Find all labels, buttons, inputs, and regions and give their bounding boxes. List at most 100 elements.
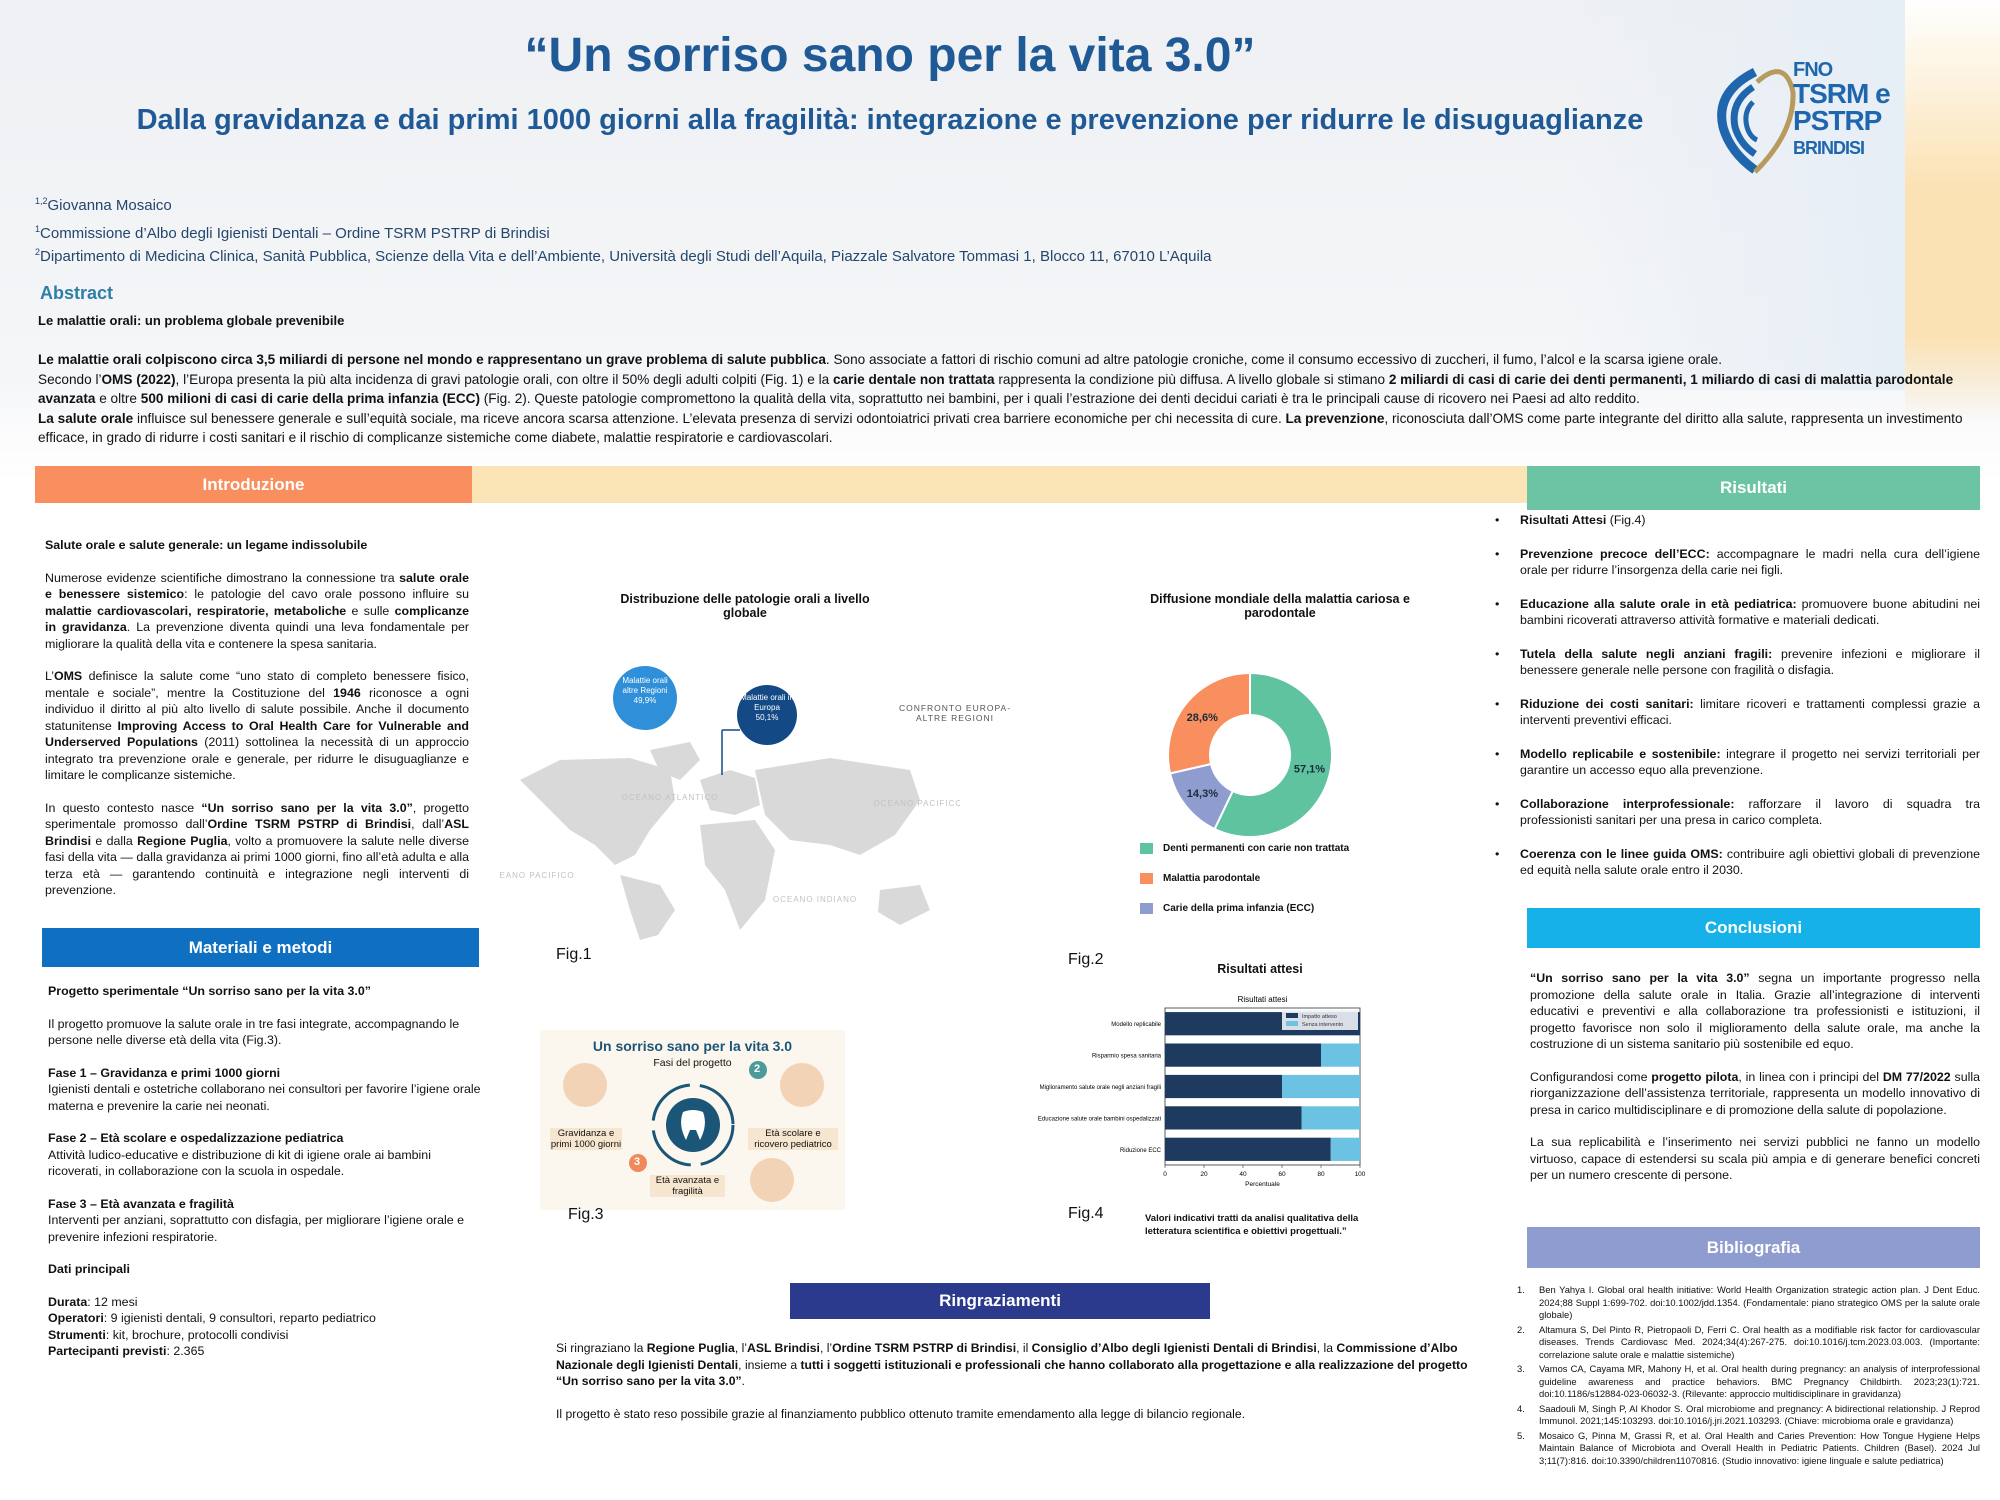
bar-segment (1165, 1043, 1321, 1067)
category-label: Risparmio spesa sanitaria (1092, 1054, 1162, 1060)
methods-section: Progetto sperimentale “Un sorriso sano p… (48, 983, 482, 1360)
bubble-other-regions (613, 666, 677, 730)
map-annotation: CONFRONTO EUROPA-ALTRE REGIONI (898, 703, 1012, 723)
conclusions-paragraph: “Un sorriso sano per la vita 3.0” segna … (1530, 971, 1980, 1051)
legend-label: Impatto atteso (1302, 1014, 1337, 1020)
category-label: Riduzione ECC (1120, 1148, 1162, 1154)
ocean-label: OCEANO ATLANTICO (622, 793, 719, 802)
abstract-paragraph: Secondo l’OMS (2022), l’Europa presenta … (38, 371, 1954, 407)
header-band (472, 466, 1527, 503)
intro-paragraph: In questo contesto nasce “Un sorriso san… (45, 800, 469, 898)
phase-label: Gravidanza e primi 1000 giorni (550, 1128, 622, 1150)
intro-section: Salute orale e salute generale: un legam… (45, 537, 469, 915)
fig4-heading: Risultati attesi (1217, 962, 1303, 976)
legend-box (1282, 1010, 1358, 1030)
acknowledgements-header: Ringraziamenti (790, 1283, 1210, 1319)
category-label: Modello replicabile (1111, 1022, 1161, 1028)
africa (700, 820, 775, 930)
affiliation-1: 1Commissione d’Albo degli Igienisti Dent… (35, 224, 550, 242)
logo-text: PSTRP (1793, 105, 1882, 136)
intro-header: Introduzione (35, 466, 472, 503)
results-list: Risultati Attesi (Fig.4) Prevenzione pre… (1495, 512, 1980, 896)
reference-item: 2. Altamura S, Del Pinto R, Pietropaoli D… (1517, 1323, 1980, 1360)
elderly-brushing-icon (750, 1158, 794, 1202)
logo-mark-icon (1717, 67, 1796, 174)
intro-paragraph: Numerose evidenze scientifiche dimostran… (45, 570, 470, 651)
bar-chart: Risultati attesi Modello replicabile Rispa… (1038, 995, 1366, 1188)
fig2-label: Fig.2 (1068, 951, 1104, 968)
logo-text: FNO (1793, 59, 1833, 81)
donut-slice (1167, 671, 1251, 775)
legend-swatch (1286, 1021, 1298, 1026)
chart-title: Risultati attesi (1238, 995, 1288, 1004)
greenland (650, 742, 700, 780)
abstract-paragraph: La salute orale influisce sul benessere … (38, 410, 1963, 446)
methods-heading: Progetto sperimentale “Un sorriso sano p… (48, 984, 371, 998)
phase-3: Fase 3 – Età avanzata e fragilità Interve… (48, 1196, 465, 1244)
acknowledgements-paragraph: Il progetto è stato reso possibile grazi… (556, 1406, 1246, 1421)
donut-chart: 57,1% 14,3% 28,6% (1167, 671, 1333, 838)
legend-item: Carie della prima infanzia (ECC) (1140, 903, 1314, 914)
fig3-subtitle: Fasi del progetto (653, 1057, 732, 1069)
abstract-paragraph: Le malattie orali colpiscono circa 3,5 m… (38, 352, 1723, 367)
child-brushing-icon (780, 1063, 824, 1107)
slice-value-label: 28,6% (1187, 712, 1218, 724)
x-tick-label: 40 (1239, 1171, 1247, 1178)
x-tick-label: 20 (1200, 1171, 1208, 1178)
result-item: Prevenzione precoce dell’ECC: accompagna… (1495, 546, 1980, 579)
header-wash (1560, 0, 1905, 390)
bar-segment (1321, 1043, 1360, 1067)
poster-title: “Un sorriso sano per la vita 3.0” (524, 29, 1256, 82)
bar-segment (1282, 1074, 1360, 1099)
abstract-body: Le malattie orali colpiscono circa 3,5 m… (38, 350, 1983, 448)
south-america (620, 875, 675, 940)
legend-swatch (1286, 1013, 1298, 1018)
data-item: Durata: 12 mesi (48, 1294, 138, 1309)
ocean-label: OCEANO PACIFICO (500, 871, 575, 880)
abstract-heading: Abstract (40, 283, 114, 303)
acknowledgements-paragraph: Si ringraziano la Regione Puglia, l’ASL … (556, 1341, 1468, 1388)
bar-segment (1165, 1137, 1331, 1161)
fig4-label: Fig.4 (1068, 1205, 1104, 1222)
fig2-title: Diffusione mondiale della malattia cario… (1150, 592, 1410, 620)
tooth-icon (681, 1110, 705, 1140)
x-tick-label: 0 (1163, 1171, 1167, 1178)
bubble-label-other: Malattie orali altre Regioni 49,9% (622, 676, 668, 705)
reference-item: 3. Vamos CA, Cayama MR, Mahony H, et al. … (1517, 1363, 1980, 1399)
bibliography-header: Bibliografia (1527, 1227, 1980, 1268)
result-item: Coerenza con le linee guida OMS: contrib… (1495, 846, 1980, 879)
x-tick-label: 100 (1355, 1171, 1366, 1178)
data-item: Operatori: 9 igienisti dentali, 9 consul… (48, 1311, 376, 1325)
result-item: Riduzione dei costi sanitari: limitare r… (1495, 696, 1980, 729)
phase-2: Fase 2 – Età scolare e ospedalizzazione … (48, 1131, 431, 1178)
data-item: Strumenti: kit, brochure, protocolli con… (48, 1327, 289, 1342)
methods-header: Materiali e metodi (42, 928, 479, 967)
fno-tsrm-logo: FNO TSRM e PSTRP BRINDISI (1705, 52, 1905, 182)
cycle-arrows-icon (563, 1061, 824, 1202)
poster-subtitle: Dalla gravidanza e dai primi 1000 giorni… (136, 104, 1644, 136)
category-label: Educazione salute orale bambini ospedali… (1038, 1116, 1161, 1122)
phase-number: 3 (634, 1156, 641, 1168)
result-item: Modello replicabile e sostenibile: integ… (1495, 746, 1980, 779)
author: 1,2Giovanna Mosaico (35, 196, 172, 214)
result-item: Educazione alla salute orale in età pedi… (1495, 596, 1980, 629)
europe (700, 770, 760, 815)
phase-label: Età avanzata e fragilità (650, 1175, 725, 1197)
category-label: Miglioramento salute orale negli anziani… (1040, 1085, 1161, 1091)
x-tick-label: 80 (1317, 1171, 1325, 1178)
bar-segment (1165, 1074, 1282, 1099)
conclusions-paragraph: La sua replicabilità e l’inserimento nei… (1530, 1135, 1980, 1182)
data-heading: Dati principali (48, 1262, 130, 1276)
svg-text:OCEANO ATLANTICO: OCEANO ATLANTICO (622, 793, 719, 802)
phase-number: 2 (754, 1063, 761, 1075)
svg-text:OCEANO PACIFICO: OCEANO PACIFICO (873, 799, 960, 808)
conclusions-paragraph: Configurandosi come progetto pilota, in … (1530, 1069, 1980, 1117)
decorative-strip (1905, 0, 2000, 420)
asia (755, 758, 920, 855)
conclusions-section: “Un sorriso sano per la vita 3.0” segna … (1530, 970, 1980, 1200)
ocean-label: OCEANO PACIFICO (873, 799, 960, 808)
reference-item: 4. Saadouli M, Singh P, Al Khodor S. Oral… (1517, 1402, 1980, 1427)
bar-segment (1330, 1137, 1360, 1161)
result-item: Collaborazione interprofessionale: raffo… (1495, 796, 1980, 829)
reference-item: 5. Mosaico G, Pinna M, Grassi R, et al. O… (1517, 1429, 1980, 1466)
